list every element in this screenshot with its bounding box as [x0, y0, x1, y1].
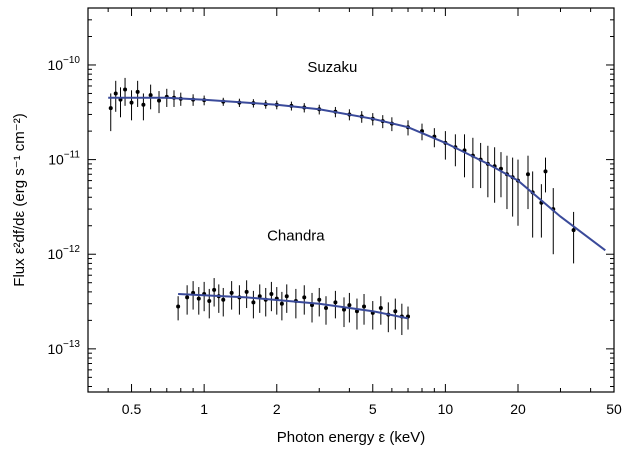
suzaku-data-point [123, 87, 128, 92]
y-tick-label: 10−10 [47, 55, 80, 73]
chandra-data-point [244, 289, 249, 294]
chandra-data-point [302, 295, 307, 300]
suzaku-data-point [571, 228, 576, 233]
suzaku-data-point [525, 172, 530, 177]
chandra-data-point [284, 294, 289, 299]
chandra-data-point [251, 300, 256, 305]
suzaku-data-point [108, 106, 113, 111]
x-tick-label: 2 [273, 401, 281, 417]
suzaku-data-point [543, 169, 548, 174]
chandra-series [176, 278, 411, 336]
y-axis-title: Flux ε²df/dε (erg s⁻¹ cm⁻²) [11, 113, 28, 286]
suzaku-data-point [129, 100, 134, 105]
x-axis-title: Photon energy ε (keV) [277, 429, 425, 446]
suzaku-data-point [113, 91, 118, 96]
x-tick-labels: 0.5 1 2 5 10 20 50 [122, 401, 622, 417]
suzaku-data-point [148, 93, 153, 98]
chandra-data-point [176, 304, 181, 309]
chandra-data-point [257, 294, 262, 299]
y-tick-label: 10−11 [48, 150, 80, 168]
chandra-data-point [378, 306, 383, 311]
chandra-data-point [362, 304, 367, 309]
y-tick-label: 10−13 [47, 339, 80, 357]
chandra-data-point [212, 287, 217, 292]
x-tick-label: 50 [606, 401, 622, 417]
axis-ticks [88, 8, 615, 392]
x-tick-label: 10 [438, 401, 454, 417]
y-tick-labels: 10−13 10−12 10−11 10−10 [47, 55, 80, 357]
chandra-data-point [229, 290, 234, 295]
x-tick-label: 0.5 [122, 401, 142, 417]
x-tick-label: 5 [369, 401, 377, 417]
chandra-data-point [354, 309, 359, 314]
chandra-data-point [185, 295, 190, 300]
chandra-data-point [221, 297, 226, 302]
x-tick-label: 1 [200, 401, 208, 417]
suzaku-data-point [157, 98, 162, 103]
chandra-data-point [393, 309, 398, 314]
chandra-data-point [207, 299, 212, 304]
suzaku-label: Suzaku [307, 59, 357, 76]
chandra-data-point [279, 301, 284, 306]
y-tick-label: 10−12 [47, 244, 80, 262]
x-tick-label: 20 [510, 401, 526, 417]
suzaku-series [108, 77, 606, 264]
chandra-data-point [317, 297, 322, 302]
chandra-data-point [196, 296, 201, 301]
plot-frame [87, 7, 615, 393]
chandra-data-point [342, 307, 347, 312]
suzaku-data-point [135, 89, 140, 94]
chandra-data-point [347, 303, 352, 308]
chandra-label: Chandra [267, 227, 325, 244]
chandra-data-point [333, 300, 338, 305]
chandra-model-curve [178, 293, 409, 320]
chandra-data-point [269, 291, 274, 296]
chandra-data-point [324, 306, 329, 311]
annotations: Suzaku Chandra [267, 59, 357, 244]
suzaku-data-point [141, 102, 146, 107]
suzaku-model-curve [108, 96, 606, 252]
